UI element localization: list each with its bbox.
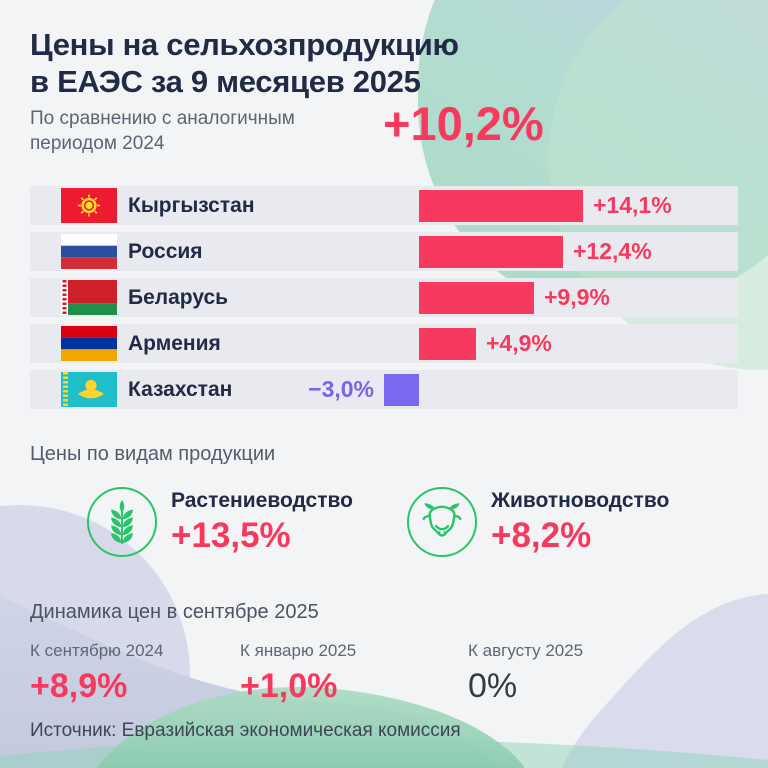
bar-armenia xyxy=(419,327,476,360)
armenia-flag-icon xyxy=(61,326,117,361)
country-label: Кыргызстан xyxy=(128,193,255,217)
table-row-kazakhstan: Казахстан −3,0% xyxy=(30,370,738,409)
product-crop-label: Растениеводство xyxy=(171,488,353,512)
comparison-label: По сравнению с аналогичным периодом 2024 xyxy=(30,106,295,156)
stat-vs-january-2025: К январю 2025 +1,0% xyxy=(240,641,356,706)
table-row-russia: Россия +12,4% xyxy=(30,232,738,271)
stat-label: К августу 2025 xyxy=(468,641,584,660)
bar-value-label: −3,0% xyxy=(308,376,374,402)
country-label: Казахстан xyxy=(128,377,233,401)
table-row-armenia: Армения +4,9% xyxy=(30,324,738,363)
country-label: Россия xyxy=(128,239,203,263)
product-livestock-value: +8,2% xyxy=(491,515,592,555)
bar-value-label: +4,9% xyxy=(486,330,552,356)
country-label: Беларусь xyxy=(128,285,229,309)
stat-value: 0% xyxy=(468,667,518,705)
page-title-line2: в ЕАЭС за 9 месяцев 2025 xyxy=(30,64,421,99)
stat-label: К сентябрю 2024 xyxy=(30,641,164,660)
bull-icon xyxy=(422,503,462,537)
kazakhstan-flag-icon xyxy=(61,372,117,407)
product-crop-value: +13,5% xyxy=(171,515,291,555)
bar-group: +12,4% xyxy=(419,232,652,271)
bar-value-label: +14,1% xyxy=(593,192,672,218)
headline-value: +10,2% xyxy=(383,97,544,150)
product-livestock-label: Животноводство xyxy=(491,488,670,512)
bar-kyrgyzstan xyxy=(419,189,583,222)
kyrgyzstan-flag-icon xyxy=(61,188,117,223)
country-bar-chart: Кыргызстан +14,1% Россия +12,4% xyxy=(30,186,738,416)
wheat-icon-circle xyxy=(87,487,157,557)
bar-group-negative: −3,0% xyxy=(308,370,419,409)
page-title: Цены на сельхозпродукцию в ЕАЭС за 9 мес… xyxy=(30,26,459,100)
bull-icon-circle xyxy=(407,487,477,557)
product-crop-text: Растениеводство +13,5% xyxy=(171,489,353,556)
belarus-flag-icon xyxy=(61,280,117,315)
stat-vs-september-2024: К сентябрю 2024 +8,9% xyxy=(30,641,163,706)
bar-russia xyxy=(419,235,563,268)
product-crop: Растениеводство +13,5% xyxy=(87,487,353,557)
page-title-line1: Цены на сельхозпродукцию xyxy=(30,27,459,62)
product-livestock-text: Животноводство +8,2% xyxy=(491,489,669,556)
stat-value: +8,9% xyxy=(30,667,128,705)
stat-vs-august-2025: К августу 2025 0% xyxy=(468,641,583,706)
bar-value-label: +12,4% xyxy=(573,238,652,264)
table-row-kyrgyzstan: Кыргызстан +14,1% xyxy=(30,186,738,225)
source-attribution: Источник: Евразийская экономическая коми… xyxy=(30,720,461,741)
russia-flag-icon xyxy=(61,234,117,269)
product-livestock: Животноводство +8,2% xyxy=(407,487,669,557)
comparison-label-line2: периодом 2024 xyxy=(30,133,165,154)
table-row-belarus: Беларусь +9,9% xyxy=(30,278,738,317)
country-label: Армения xyxy=(128,331,221,355)
stat-label: К январю 2025 xyxy=(240,641,357,660)
dynamics-section-label: Динамика цен в сентябре 2025 xyxy=(30,601,319,623)
decor-bottom-waves xyxy=(0,594,768,768)
bar-value-label: +9,9% xyxy=(544,284,610,310)
stat-value: +1,0% xyxy=(240,667,338,705)
wheat-icon xyxy=(111,500,133,544)
bar-group: +14,1% xyxy=(419,186,672,225)
bar-belarus xyxy=(419,281,534,314)
comparison-label-line1: По сравнению с аналогичным xyxy=(30,108,295,129)
products-section-label: Цены по видам продукции xyxy=(30,443,276,465)
bar-group: +4,9% xyxy=(419,324,552,363)
bar-kazakhstan xyxy=(384,373,419,406)
bar-group: +9,9% xyxy=(419,278,610,317)
